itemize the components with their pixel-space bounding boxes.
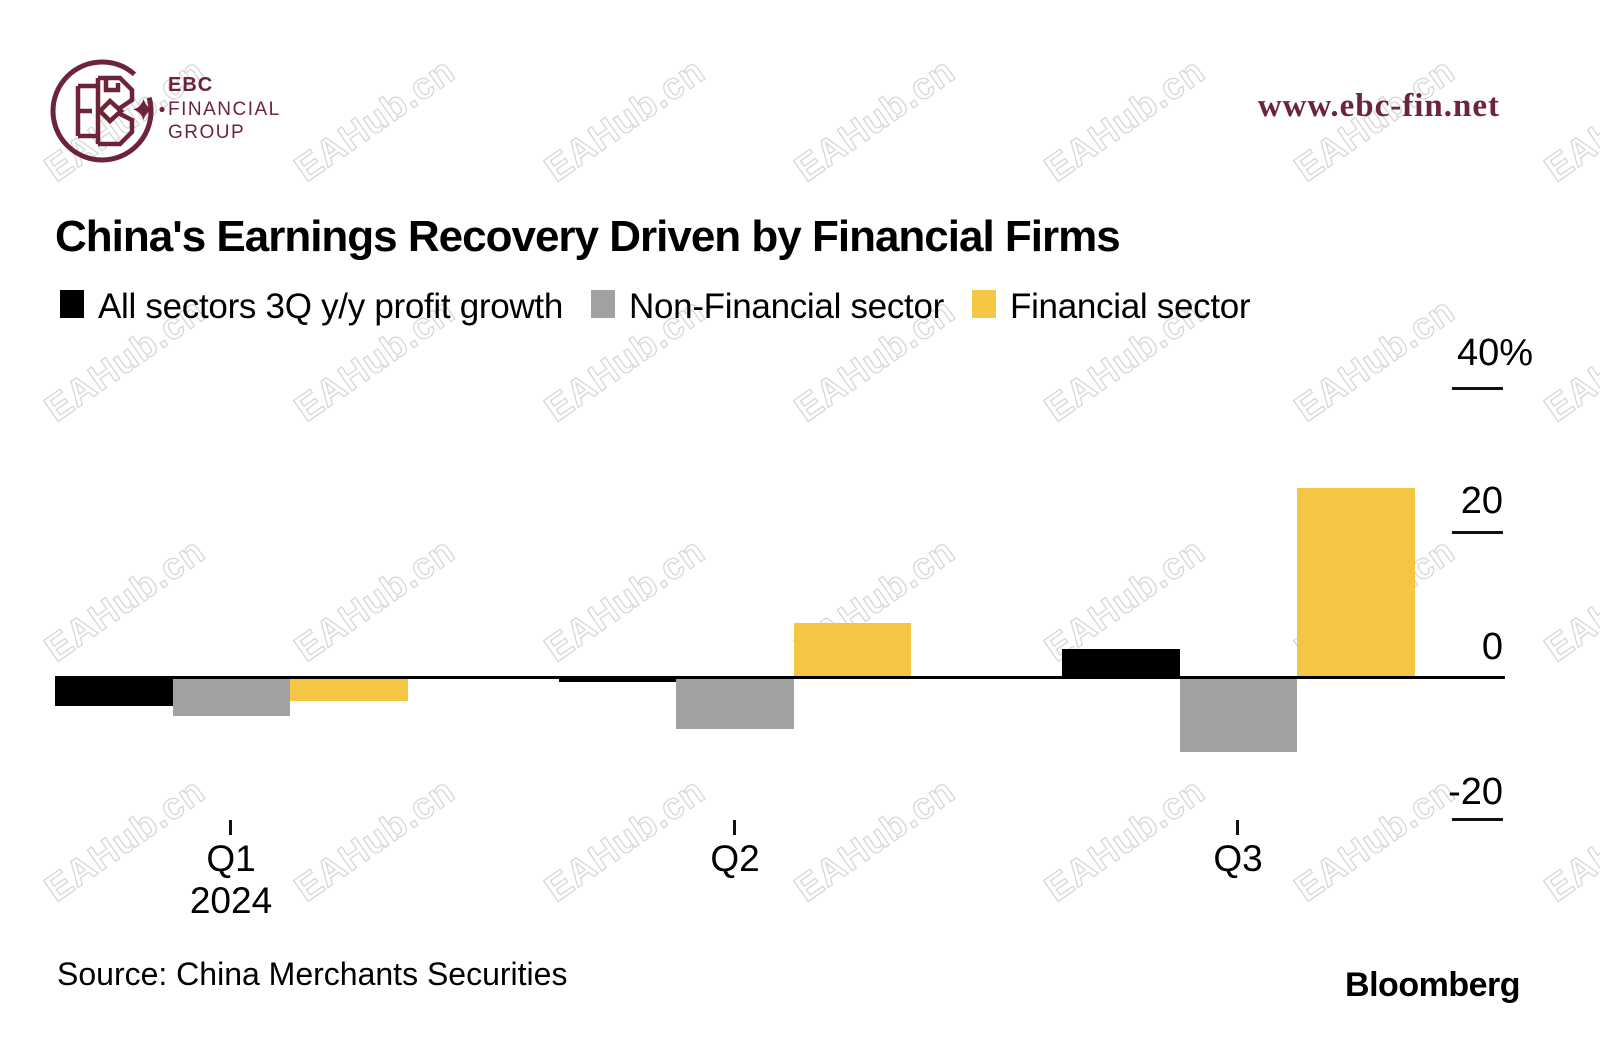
watermark-text: EAHub.cn (1537, 289, 1600, 430)
x-axis-label-q1: Q1 2024 (121, 838, 341, 922)
brand-name-line1: EBC (168, 74, 214, 96)
bar-non-financial-q2 (676, 677, 794, 730)
watermark-text: EAHub.cn (287, 49, 463, 190)
x-axis-label-q3: Q3 (1128, 838, 1348, 880)
y-axis-tick-40 (1452, 387, 1503, 390)
legend-label-financial: Financial sector (1009, 287, 1251, 326)
watermark-text: EAHub.cn (537, 529, 713, 670)
bar-non-financial-q1-2024 (172, 677, 290, 717)
watermark-text: EAHub.cn (1537, 49, 1600, 190)
bar-financial-q1-2024 (290, 677, 408, 701)
y-axis-tick-neg20 (1452, 818, 1503, 821)
watermark-text: EAHub.cn (787, 49, 963, 190)
bar-financial-q3 (1297, 488, 1415, 678)
watermark-text: EAHub.cn (1037, 49, 1213, 190)
x-axis-tick-q1 (229, 820, 232, 835)
bar-non-financial-q3 (1179, 677, 1297, 752)
y-axis-label-40: 40% (1456, 332, 1533, 374)
brand-name-line2: FINANCIAL (168, 99, 281, 120)
chart-legend: All sectors 3Q y/y profit growth Non-Fin… (60, 287, 1251, 326)
x-label-q1-line1: Q1 (206, 838, 256, 879)
bar-all-sectors-q2 (558, 677, 676, 682)
watermark-text: EAHub.cn (287, 529, 463, 670)
legend-label-non-financial: Non-Financial sector (629, 287, 944, 326)
source-note: Source: China Merchants Securities (57, 956, 568, 992)
logo-dot (159, 106, 165, 113)
y-axis-label-neg20: -20 (1448, 771, 1503, 813)
zero-axis-line (55, 676, 1505, 679)
x-axis-tick-q2 (733, 820, 736, 835)
legend-item-all-sectors: All sectors 3Q y/y profit growth (60, 287, 564, 326)
x-axis-tick-q3 (1236, 820, 1239, 835)
watermark-text: EAHub.cn (1537, 769, 1600, 910)
chart-title: China's Earnings Recovery Driven by Fina… (55, 212, 1121, 261)
brand-name-line3: GROUP (168, 122, 246, 143)
x-label-q3-line1: Q3 (1213, 838, 1263, 879)
legend-swatch-non-financial (591, 290, 616, 318)
y-axis-tick-20 (1452, 531, 1503, 534)
bar-all-sectors-q3 (1062, 649, 1180, 678)
watermark-text: EAHub.cn (37, 529, 213, 670)
monogram-e (75, 83, 98, 139)
watermark-text: EAHub.cn (1537, 529, 1600, 670)
watermark-text: EAHub.cn (537, 49, 713, 190)
legend-swatch-financial (971, 290, 996, 318)
bar-all-sectors-q1-2024 (55, 677, 173, 707)
ebc-logo-icon (50, 59, 165, 163)
x-axis-label-q2: Q2 (625, 838, 845, 880)
bloomberg-credit: Bloomberg (1345, 966, 1520, 1004)
logo-star-icon (133, 99, 154, 120)
bar-financial-q2 (793, 622, 911, 678)
x-label-q2-line1: Q2 (710, 838, 760, 879)
legend-item-financial: Financial sector (971, 287, 1251, 326)
y-axis-label-20: 20 (1460, 480, 1503, 522)
brand-website: www.ebc-fin.net (1257, 88, 1500, 124)
legend-swatch-all-sectors (60, 290, 84, 318)
legend-label-all-sectors: All sectors 3Q y/y profit growth (98, 287, 564, 326)
legend-item-non-financial: Non-Financial sector (591, 287, 944, 326)
x-label-q1-line2: 2024 (189, 880, 273, 921)
y-axis-label-0: 0 (1481, 626, 1503, 668)
